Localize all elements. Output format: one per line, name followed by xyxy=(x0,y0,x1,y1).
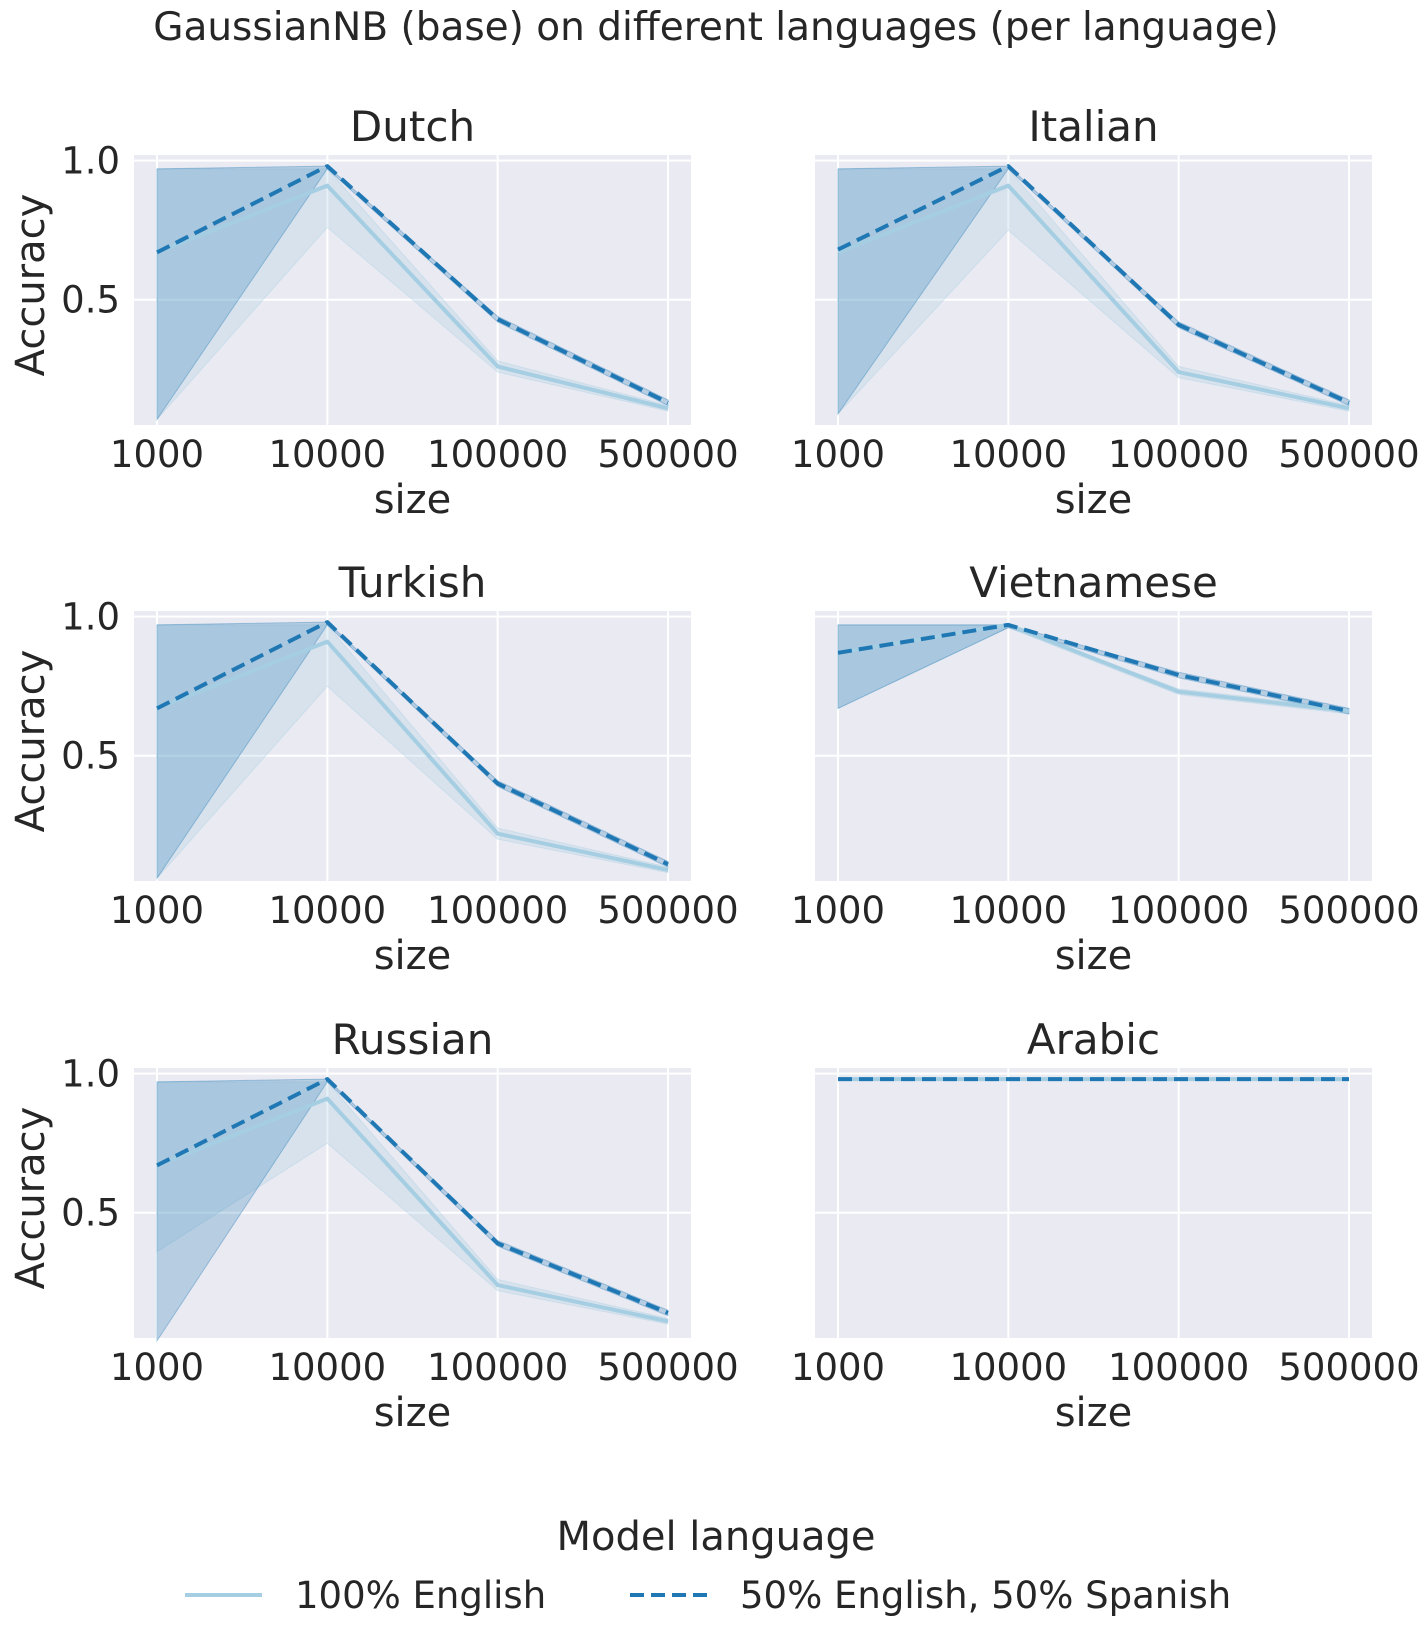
x-tick-label: 10000 xyxy=(949,1346,1067,1389)
series-line-50-english-50-spanish xyxy=(837,164,1350,405)
series-line-50-english-50-spanish xyxy=(156,1077,669,1315)
plot-area xyxy=(815,1068,1372,1338)
x-tick-label: 1000 xyxy=(791,1346,885,1389)
x-axis-label: size xyxy=(1055,477,1133,523)
x-tick-label: 500000 xyxy=(597,433,738,476)
x-tick-label: 100000 xyxy=(427,889,568,932)
y-tick-label: 1.0 xyxy=(61,596,120,639)
legend-label-50-english-50-spanish: 50% English, 50% Spanish xyxy=(740,1574,1231,1617)
series-line-50-english-50-spanish xyxy=(156,620,669,867)
y-tick-label: 0.5 xyxy=(61,279,120,322)
x-tick-label: 10000 xyxy=(268,433,386,476)
panel-title: Arabic xyxy=(1027,1015,1160,1064)
x-tick-label: 500000 xyxy=(597,889,738,932)
x-tick-label: 100000 xyxy=(1108,1346,1249,1389)
x-tick-label: 10000 xyxy=(949,433,1067,476)
y-axis-label: Accuracy xyxy=(8,194,54,377)
ci-band-100-english xyxy=(837,168,1350,416)
panel-title: Vietnamese xyxy=(969,558,1218,607)
legend-label-100-english: 100% English xyxy=(295,1574,546,1617)
series-line-100-english xyxy=(156,639,669,872)
x-tick-label: 10000 xyxy=(949,889,1067,932)
x-axis-label: size xyxy=(1055,1390,1133,1436)
y-tick-label: 1.0 xyxy=(61,140,120,183)
x-tick-label: 100000 xyxy=(427,433,568,476)
series-line-50-english-50-spanish xyxy=(156,164,669,405)
panel-arabic: Arabic 1000 10000 100000 500000 size xyxy=(791,1015,1420,1436)
x-axis-label: size xyxy=(1055,933,1133,979)
ci-band-50-english-50-spanish xyxy=(156,165,669,422)
panel-title: Italian xyxy=(1028,102,1158,151)
plot-area xyxy=(134,611,691,881)
ci-band-100-english xyxy=(156,1081,669,1325)
series-line-100-english xyxy=(156,1096,669,1324)
x-tick-label: 500000 xyxy=(1278,433,1419,476)
x-tick-label: 10000 xyxy=(268,1346,386,1389)
legend-title: Model language xyxy=(556,1514,875,1560)
x-tick-label: 1000 xyxy=(110,1346,204,1389)
x-tick-label: 1000 xyxy=(791,889,885,932)
x-tick-label: 10000 xyxy=(268,889,386,932)
figure-title: GaussianNB (base) on different languages… xyxy=(153,5,1279,50)
panel-title: Russian xyxy=(332,1015,494,1064)
y-tick-label: 1.0 xyxy=(61,1053,120,1096)
ci-band-100-english xyxy=(156,168,669,421)
plot-area xyxy=(134,1068,691,1338)
ci-band-50-english-50-spanish xyxy=(156,621,669,880)
ci-band-50-english-50-spanish xyxy=(156,1078,669,1343)
x-axis-label: size xyxy=(374,1390,452,1436)
x-tick-label: 1000 xyxy=(791,433,885,476)
ci-band-50-english-50-spanish xyxy=(837,165,1350,416)
ci-band-100-english xyxy=(156,624,669,880)
panel-title: Dutch xyxy=(350,102,475,151)
legend: Model language 100% English 50% English,… xyxy=(185,1514,1231,1617)
x-tick-label: 100000 xyxy=(1108,433,1249,476)
x-tick-label: 500000 xyxy=(597,1346,738,1389)
x-tick-label: 100000 xyxy=(427,1346,568,1389)
y-axis-label: Accuracy xyxy=(8,1107,54,1290)
plot-area xyxy=(134,155,691,425)
panel-dutch: Dutch 1000 10000 100000 500000 size 0.5 1.0Accu… xyxy=(8,102,739,523)
y-tick-label: 0.5 xyxy=(61,1192,120,1235)
panel-russian: Russian 1000 10000 100000 500000 size 0.5 1.0Ac… xyxy=(8,1015,739,1436)
x-axis-label: size xyxy=(374,477,452,523)
series-line-100-english xyxy=(156,183,669,411)
y-axis-label: Accuracy xyxy=(8,650,54,833)
panel-title: Turkish xyxy=(338,558,487,607)
x-axis-label: size xyxy=(374,933,452,979)
x-tick-label: 500000 xyxy=(1278,889,1419,932)
panel-vietnamese: Vietnamese 1000 10000 100000 500000 size xyxy=(791,558,1420,979)
plot-area xyxy=(815,155,1372,425)
x-tick-label: 1000 xyxy=(110,889,204,932)
panel-turkish: Turkish 1000 10000 100000 500000 size 0.5 1.0Ac… xyxy=(8,558,739,979)
series-line-50-english-50-spanish xyxy=(837,622,1350,714)
x-tick-label: 100000 xyxy=(1108,889,1249,932)
x-tick-label: 500000 xyxy=(1278,1346,1419,1389)
panel-italian: Italian 1000 10000 100000 500000 size xyxy=(791,102,1420,523)
y-tick-label: 0.5 xyxy=(61,735,120,778)
x-tick-label: 1000 xyxy=(110,433,204,476)
plot-area xyxy=(815,611,1372,881)
series-line-100-english xyxy=(837,183,1350,411)
